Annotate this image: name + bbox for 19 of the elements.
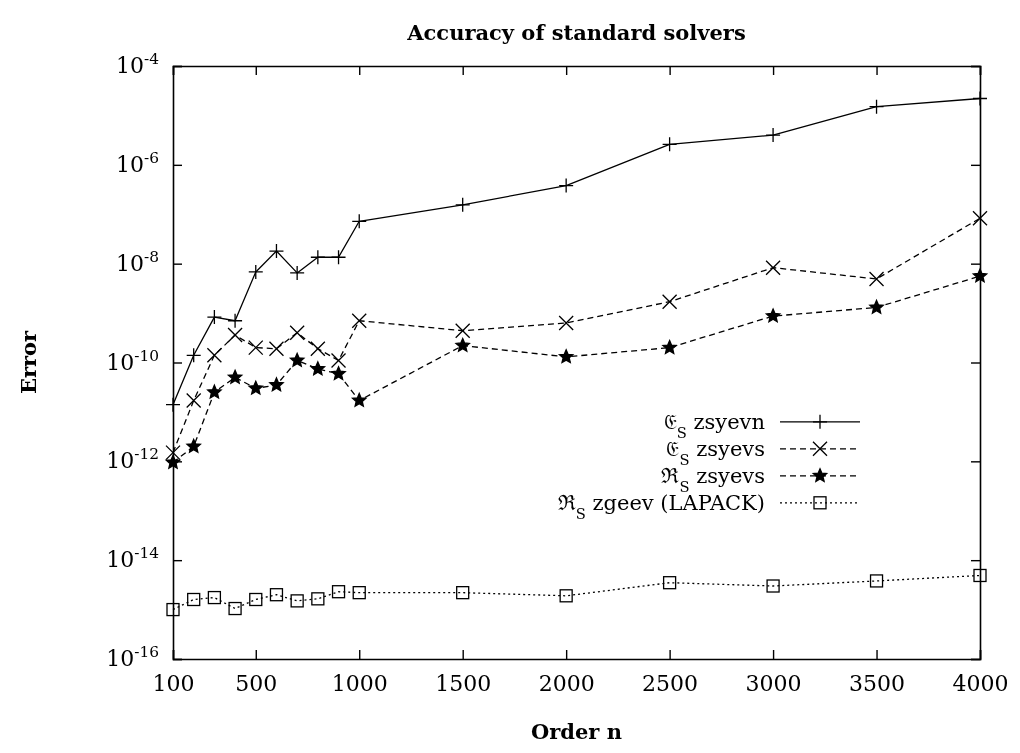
- x-tick-label: 3500: [849, 670, 906, 696]
- y-axis-title: Error: [16, 329, 41, 395]
- x-tick-label: 3000: [745, 670, 802, 696]
- y-tick-label: 10$^{-8}$: [116, 247, 159, 276]
- x-tick-label: 4000: [952, 670, 1009, 696]
- x-tick-label: 1000: [331, 670, 388, 696]
- x-tick-label: 2500: [642, 670, 699, 696]
- y-tick-label: 10$^{-12}$: [106, 445, 159, 474]
- x-axis-title: Order n: [530, 719, 623, 744]
- x-tick-label: 500: [235, 670, 278, 696]
- y-tick-label: 10$^{-16}$: [106, 643, 159, 672]
- y-tick-label: 10$^{-6}$: [116, 148, 159, 177]
- y-tick-label: 10$^{-4}$: [116, 50, 160, 79]
- chart-title: Accuracy of standard solvers: [406, 20, 746, 45]
- x-tick-label: 1500: [435, 670, 492, 696]
- x-tick-label: 100: [152, 670, 195, 696]
- y-tick-label: 10$^{-10}$: [106, 346, 159, 375]
- x-tick-label: 2000: [538, 670, 595, 696]
- y-tick-label: 10$^{-14}$: [106, 544, 160, 573]
